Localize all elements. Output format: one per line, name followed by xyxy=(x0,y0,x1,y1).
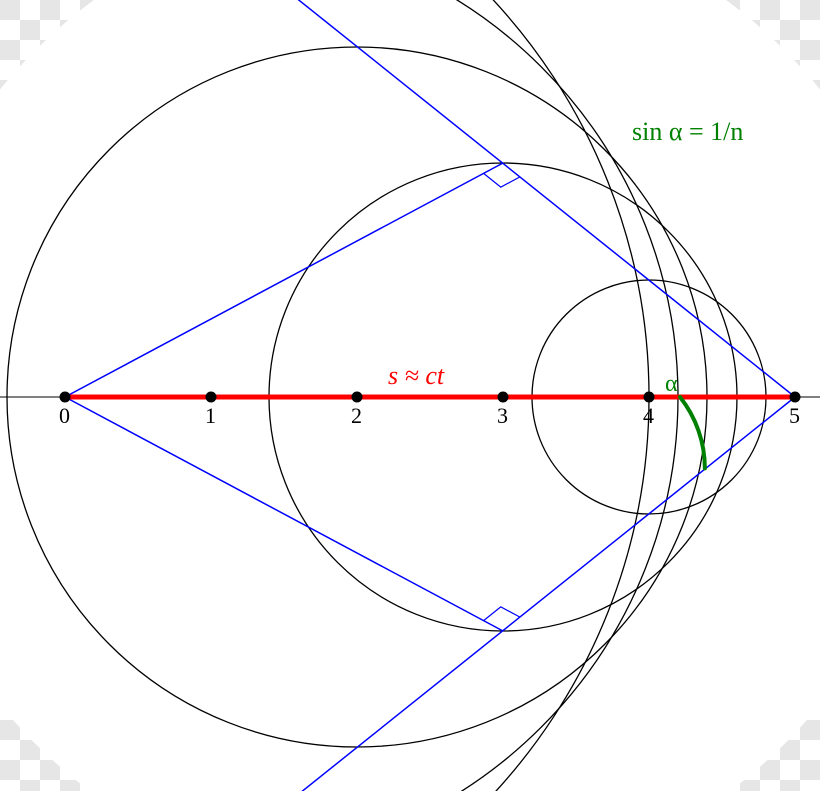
axis-point xyxy=(206,392,217,403)
axis-label: 1 xyxy=(205,403,216,428)
alpha-label: α xyxy=(665,371,678,397)
axis-label: 5 xyxy=(789,403,800,428)
axis-point xyxy=(498,392,509,403)
axis-point xyxy=(60,392,71,403)
axis-point xyxy=(352,392,363,403)
axis-label: 3 xyxy=(497,403,508,428)
distance-formula: s ≈ ct xyxy=(388,361,445,390)
axis-label: 0 xyxy=(59,403,70,428)
diagram-canvas: 0 1 2 3 4 5 α s ≈ ct sin α = 1/n xyxy=(0,0,820,791)
angle-formula: sin α = 1/n xyxy=(632,117,743,146)
axis-point xyxy=(644,392,655,403)
axis-point xyxy=(790,392,801,403)
axis-label: 2 xyxy=(351,403,362,428)
axis-label: 4 xyxy=(643,403,654,428)
